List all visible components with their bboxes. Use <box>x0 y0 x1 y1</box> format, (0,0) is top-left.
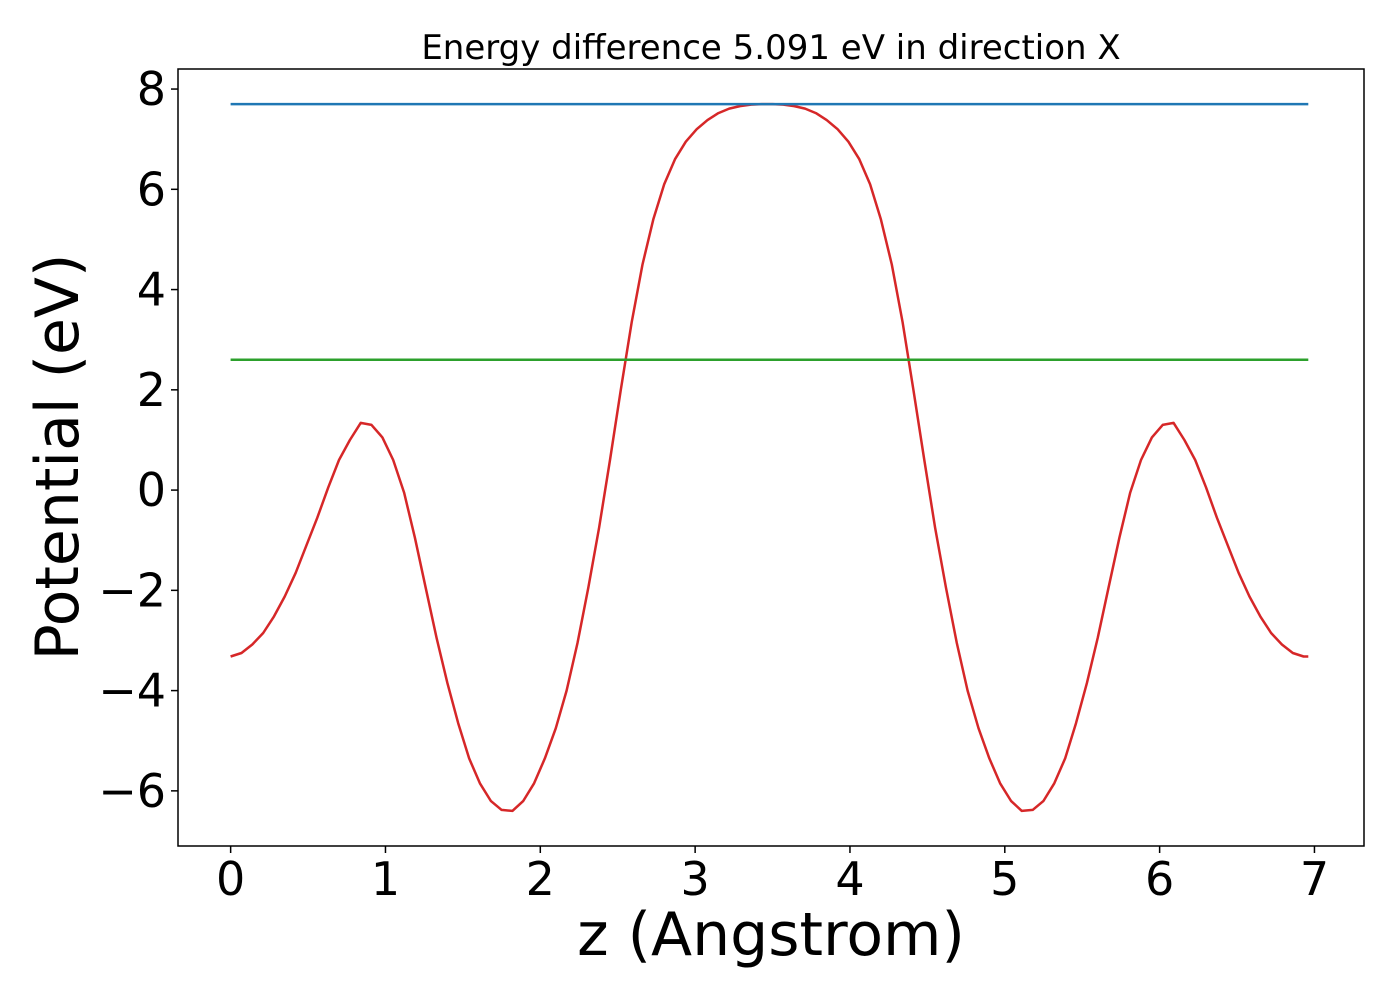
x-tick-label: 2 <box>526 852 555 906</box>
x-tick-label: 1 <box>371 852 400 906</box>
y-tick-label: −4 <box>98 664 166 718</box>
y-tick-label: −6 <box>98 764 166 818</box>
y-axis-ticks: −6 −4 −2 0 2 4 6 8 <box>98 62 178 818</box>
x-tick-label: 5 <box>990 852 1019 906</box>
x-axis-label: z (Angstrom) <box>577 900 965 970</box>
chart-title: Energy difference 5.091 eV in direction … <box>421 28 1120 68</box>
x-tick-label: 7 <box>1300 852 1329 906</box>
y-tick-label: 4 <box>137 263 166 317</box>
y-tick-label: 8 <box>137 62 166 116</box>
plot-frame <box>177 68 1365 847</box>
x-tick-label: 3 <box>680 852 709 906</box>
x-tick-label: 4 <box>835 852 864 906</box>
x-tick-label: 0 <box>216 852 245 906</box>
y-tick-label: 6 <box>137 162 166 216</box>
x-tick-label: 6 <box>1145 852 1174 906</box>
y-axis-label: Potential (eV) <box>23 254 93 661</box>
plot-area <box>230 102 1309 813</box>
y-tick-label: 0 <box>137 463 166 517</box>
x-axis-ticks: 0 1 2 3 4 5 6 7 <box>216 846 1329 906</box>
y-tick-label: −2 <box>98 563 166 617</box>
y-tick-label: 2 <box>137 363 166 417</box>
